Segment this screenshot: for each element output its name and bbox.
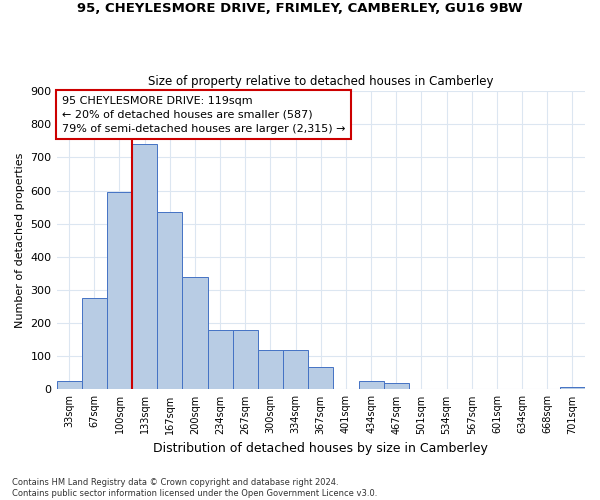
Bar (233, 330, 258, 390)
Bar (107, 192, 132, 390)
Text: 95 CHEYLESMORE DRIVE: 119sqm
← 20% of detached houses are smaller (587)
79% of s: 95 CHEYLESMORE DRIVE: 119sqm ← 20% of de… (62, 96, 346, 134)
Bar (182, 276, 208, 390)
Bar (258, 350, 283, 390)
Bar (560, 387, 585, 390)
Bar (383, 383, 409, 390)
Bar (157, 212, 182, 390)
Bar (132, 144, 157, 390)
X-axis label: Distribution of detached houses by size in Camberley: Distribution of detached houses by size … (154, 442, 488, 455)
Text: Contains HM Land Registry data © Crown copyright and database right 2024.
Contai: Contains HM Land Registry data © Crown c… (12, 478, 377, 498)
Bar (283, 350, 308, 390)
Text: 95, CHEYLESMORE DRIVE, FRIMLEY, CAMBERLEY, GU16 9BW: 95, CHEYLESMORE DRIVE, FRIMLEY, CAMBERLE… (77, 2, 523, 16)
Bar (208, 330, 233, 390)
Title: Size of property relative to detached houses in Camberley: Size of property relative to detached ho… (148, 76, 494, 88)
Bar (359, 381, 383, 390)
Y-axis label: Number of detached properties: Number of detached properties (15, 152, 25, 328)
Bar (308, 367, 334, 390)
Bar (82, 298, 107, 390)
Bar (56, 381, 82, 390)
